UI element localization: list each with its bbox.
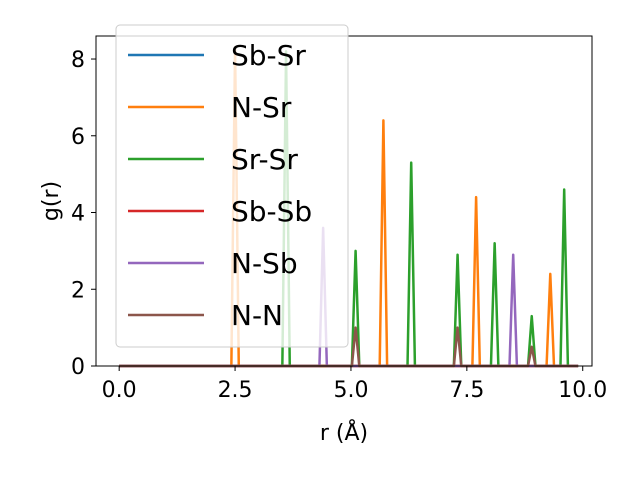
y-tick-label: 4	[71, 202, 85, 227]
legend-label-sb-sr: Sb-Sr	[231, 39, 306, 72]
legend-label-n-sr: N-Sr	[231, 91, 292, 124]
legend-label-n-n: N-N	[231, 299, 283, 332]
x-tick-label: 10.0	[558, 378, 607, 403]
y-tick-label: 0	[71, 355, 85, 380]
legend-box	[115, 24, 349, 348]
legend-label-sr-sr: Sr-Sr	[231, 143, 298, 176]
x-tick-label: 2.5	[218, 378, 253, 403]
y-tick-label: 2	[71, 278, 85, 303]
x-axis-title: r (Å)	[320, 419, 368, 446]
y-tick-label: 8	[71, 48, 85, 73]
x-tick-label: 7.5	[449, 378, 484, 403]
y-axis-title: g(r)	[39, 181, 64, 221]
legend-label-n-sb: N-Sb	[231, 247, 298, 280]
y-axis: 0 2 4 6 8	[71, 48, 96, 380]
y-tick-label: 6	[71, 125, 85, 150]
x-axis: 0.0 2.5 5.0 7.5 10.0	[102, 366, 607, 403]
legend: Sb-Sr N-Sr Sr-Sr Sb-Sb N-Sb N-N	[115, 24, 349, 348]
x-tick-label: 0.0	[102, 378, 137, 403]
legend-label-sb-sb: Sb-Sb	[231, 195, 312, 228]
x-tick-label: 5.0	[333, 378, 368, 403]
